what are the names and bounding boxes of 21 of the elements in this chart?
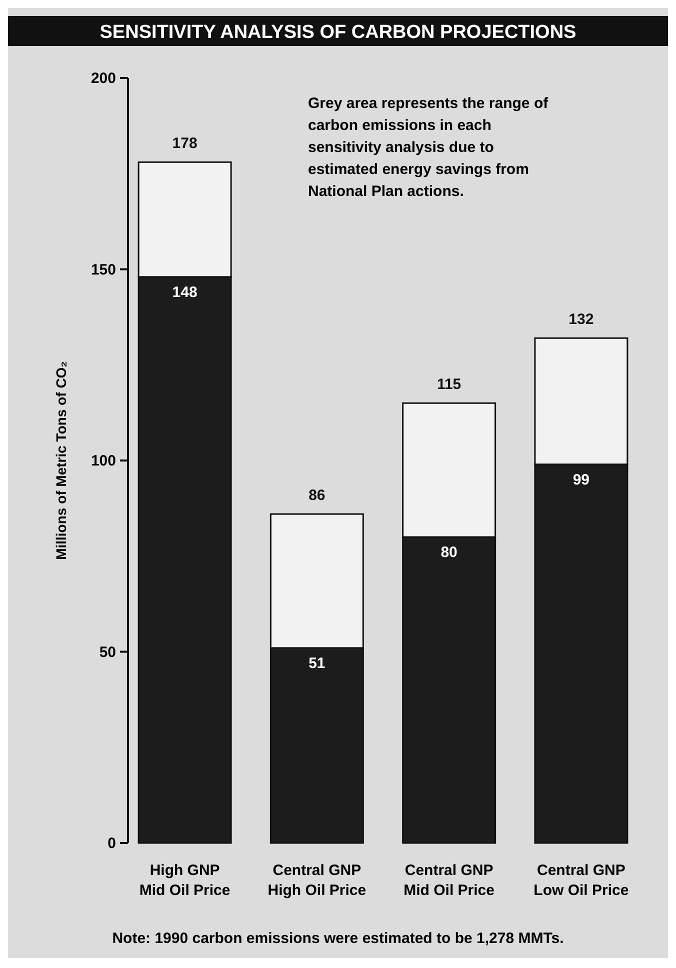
x-tick-label: Central GNP High Oil Price [268,862,366,899]
data-label: 51 [308,654,326,672]
y-tick-label: 100 [90,452,116,470]
total-label: 86 [308,487,326,504]
x-tick-label: Central GNP Low Oil Price [534,862,629,899]
x-tick-label: Central GNP Mid Oil Price [404,862,494,899]
text: Note: 1990 carbon emissions were estimated to be 1,278 MMTs. [112,930,564,947]
y-tick-label: 150 [90,261,116,278]
y-tick-label: 0 [108,835,116,852]
total-label: 115 [436,376,462,394]
y-axis-title: Millions of Metric Tons of CO₂ [53,361,69,560]
data-label: 148 [172,284,198,301]
chart-title: SENSITIVITY ANALYSIS OF CARBON PROJECTIONS [100,22,576,43]
y-tick-label: 50 [99,644,116,661]
annotation: Grey area represents the range of carbon emissions in each sensitivity analysis due to estimated energy savings from National Plan actions. [308,95,550,200]
x-tick-label: High GNP Mid Oil Price [139,862,230,899]
data-label: 80 [440,544,458,561]
total-label: 132 [568,311,594,328]
y-tick-label: 200 [90,70,116,87]
data-label: 99 [572,471,590,488]
total-label: 178 [172,135,198,152]
